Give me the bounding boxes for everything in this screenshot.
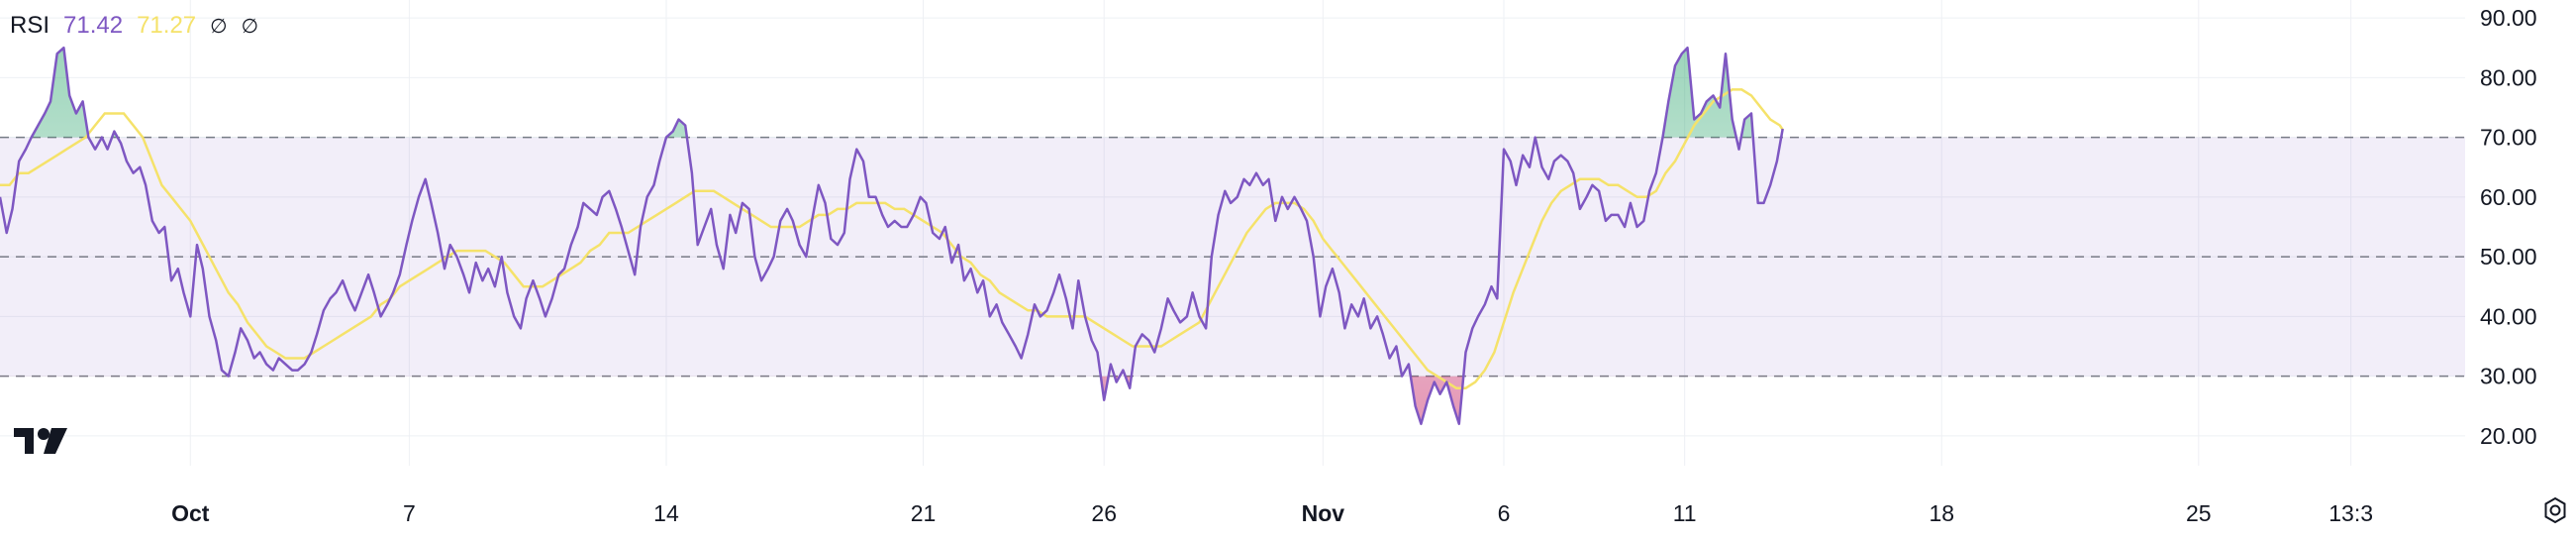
oversold-fill bbox=[1100, 376, 1464, 424]
rsi-ma-line bbox=[0, 88, 1784, 389]
x-tick-label-7: 11 bbox=[1673, 500, 1697, 526]
y-axis[interactable]: 90.00 80.00 70.00 60.00 50.00 40.00 30.00 20.00 bbox=[2480, 5, 2537, 449]
x-tick-label-2: 14 bbox=[653, 500, 679, 526]
y-tick-label-6: 30.00 bbox=[2480, 364, 2537, 389]
y-tick-label-1: 80.00 bbox=[2480, 64, 2537, 90]
rsi-current-value: 71.42 bbox=[63, 12, 124, 39]
rsi-band-background bbox=[0, 137, 2465, 377]
x-tick-label-9: 25 bbox=[2186, 500, 2212, 526]
x-tick-label-0: Oct bbox=[171, 500, 210, 526]
y-tick-label-4: 50.00 bbox=[2480, 244, 2537, 270]
y-tick-label-5: 40.00 bbox=[2480, 303, 2537, 329]
gear-settings-icon[interactable] bbox=[2540, 495, 2570, 525]
overbought-oversold-fill bbox=[31, 48, 1783, 424]
x-tick-label-10: 13:3 bbox=[2328, 500, 2373, 526]
empty-set-icon[interactable]: ∅ bbox=[210, 15, 228, 38]
x-axis[interactable]: Oct 7 14 21 26 Nov 6 11 18 25 13:3 bbox=[171, 500, 2373, 526]
grid-layer bbox=[0, 0, 2465, 466]
x-tick-label-5: Nov bbox=[1302, 500, 1345, 526]
x-tick-label-6: 6 bbox=[1498, 500, 1511, 526]
y-tick-label-3: 60.00 bbox=[2480, 184, 2537, 210]
tradingview-logo-icon[interactable] bbox=[14, 426, 77, 456]
x-tick-label-1: 7 bbox=[403, 500, 416, 526]
y-tick-label-0: 90.00 bbox=[2480, 5, 2537, 31]
ma-current-value: 71.27 bbox=[137, 12, 197, 39]
rsi-line bbox=[0, 46, 1784, 426]
indicator-name: RSI bbox=[10, 12, 50, 39]
x-tick-label-3: 21 bbox=[911, 500, 937, 526]
x-tick-label-4: 26 bbox=[1091, 500, 1117, 526]
indicator-legend[interactable]: RSI 71.42 71.27 ∅ ∅ bbox=[10, 12, 258, 40]
x-tick-label-8: 18 bbox=[1929, 500, 1954, 526]
y-tick-label-2: 70.00 bbox=[2480, 125, 2537, 151]
y-tick-label-7: 20.00 bbox=[2480, 423, 2537, 449]
empty-set-icon-2[interactable]: ∅ bbox=[241, 15, 258, 38]
